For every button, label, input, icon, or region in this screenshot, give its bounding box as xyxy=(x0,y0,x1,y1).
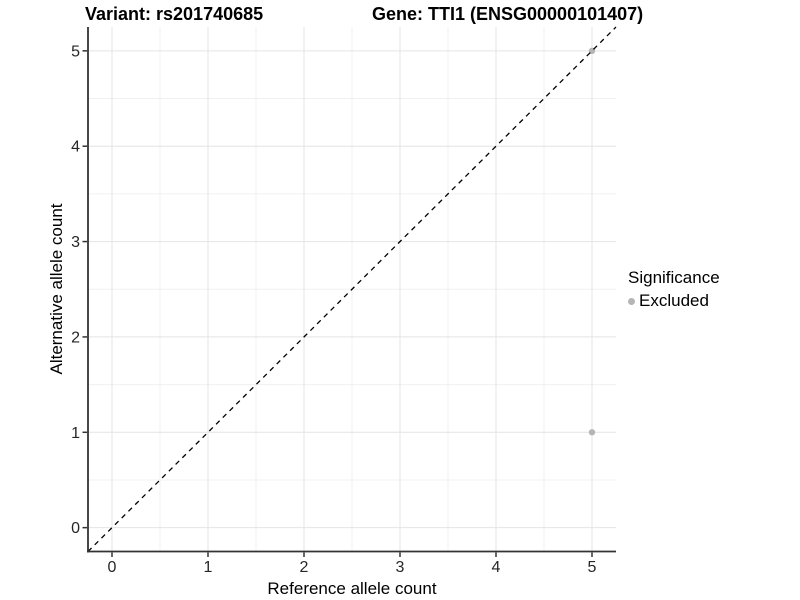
x-axis-title: Reference allele count xyxy=(267,579,437,598)
y-tick-label: 0 xyxy=(71,520,80,537)
x-tick-label: 3 xyxy=(396,559,405,576)
x-tick-label: 2 xyxy=(300,559,309,576)
y-tick-label: 3 xyxy=(71,234,80,251)
legend-title: Significance xyxy=(628,268,720,287)
y-axis-title: Alternative allele count xyxy=(47,203,66,375)
data-point xyxy=(588,429,596,436)
y-tick-label: 5 xyxy=(71,43,80,60)
legend: Significance Excluded xyxy=(628,268,720,311)
x-tick-label: 0 xyxy=(108,559,117,576)
identity-dashed-line xyxy=(87,26,617,552)
y-tick-label: 2 xyxy=(71,329,80,346)
legend-item-label: Excluded xyxy=(639,291,709,310)
x-tick-label: 4 xyxy=(492,559,501,576)
legend-item-excluded: Excluded xyxy=(628,291,720,311)
y-tick-label: 1 xyxy=(71,425,80,442)
y-tick-label: 4 xyxy=(71,139,80,156)
x-tick-label: 1 xyxy=(204,559,213,576)
gene-title: Gene: TTI1 (ENSG00000101407) xyxy=(372,4,644,24)
x-tick-label: 5 xyxy=(588,559,597,576)
excluded-point-icon xyxy=(628,297,635,305)
variant-title: Variant: rs201740685 xyxy=(85,4,264,24)
